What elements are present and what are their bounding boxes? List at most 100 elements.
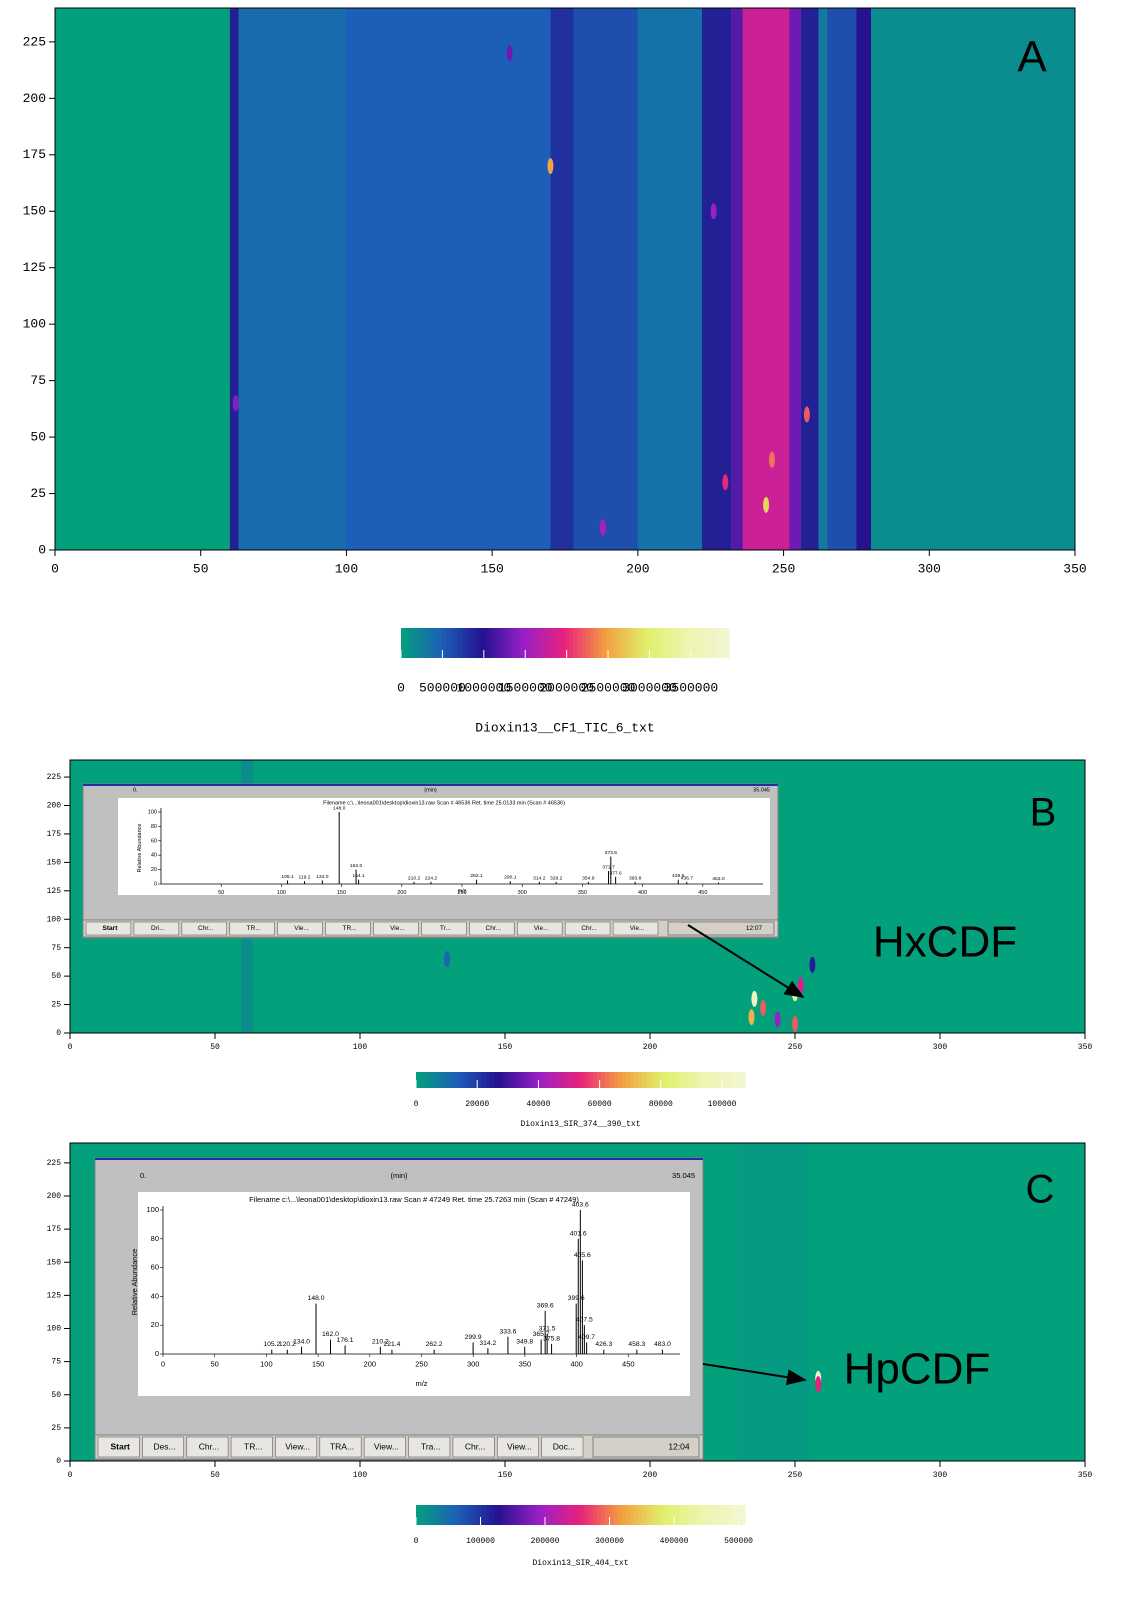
heat-spot xyxy=(506,45,513,62)
colorbar-tick-label: 2000000 xyxy=(539,680,594,695)
heat-spot xyxy=(797,977,804,994)
colorbar-swatch xyxy=(638,1505,643,1525)
x-tick-label: 100 xyxy=(335,561,358,576)
heat-band xyxy=(742,8,790,550)
colorbar-swatch xyxy=(514,1505,520,1525)
colorbar-swatch xyxy=(679,1072,684,1088)
colorbar-swatch xyxy=(543,1072,549,1088)
colorbar-tick-label: 0 xyxy=(397,680,405,695)
colorbar-swatch xyxy=(543,1505,549,1525)
taskbar-tray xyxy=(667,921,775,936)
peak-label: 333.6 xyxy=(499,1328,516,1335)
y-tick-label: 150 xyxy=(23,204,46,219)
inset-header: (min) xyxy=(424,787,437,793)
spectrum-x-tick-label: 350 xyxy=(578,890,587,896)
peak-label: 399.6 xyxy=(568,1295,585,1302)
y-tick-label: 100 xyxy=(23,317,46,332)
peak-label: 371.7 xyxy=(602,865,615,871)
heat-band xyxy=(346,8,551,550)
colorbar-tick-label: 0 xyxy=(414,1100,419,1109)
taskbar-button xyxy=(181,921,228,936)
taskbar-button xyxy=(612,921,659,936)
taskbar-button xyxy=(564,921,611,936)
spectrum-y-tick-label: 20 xyxy=(151,1320,159,1329)
colorbar-swatch xyxy=(478,628,484,658)
taskbar-button-label: TR... xyxy=(247,925,261,932)
inset-header: 35.045 xyxy=(753,787,770,793)
panel-label: B xyxy=(1030,791,1057,835)
colorbar-swatch xyxy=(511,628,517,658)
colorbar-swatch xyxy=(551,1505,557,1525)
colorbar-swatch xyxy=(589,628,595,658)
colorbar-swatch xyxy=(539,1505,544,1525)
colorbar-swatch xyxy=(474,628,480,658)
x-tick-label: 100 xyxy=(353,1471,368,1480)
colorbar-swatch xyxy=(679,1505,684,1525)
colorbar-swatch xyxy=(440,1505,446,1525)
peak-label: 221.4 xyxy=(383,1341,400,1348)
colorbar-swatch xyxy=(642,1072,647,1088)
y-tick-label: 75 xyxy=(30,373,46,388)
peak-label: 373.6 xyxy=(605,850,618,856)
taskbar-button-label: View... xyxy=(285,1441,310,1451)
colorbar-swatch xyxy=(424,1505,429,1525)
x-tick-label: 50 xyxy=(210,1471,220,1480)
spectrum-title: Filename c:\...\leona001\desktop\dioxin1… xyxy=(323,800,565,806)
heat-band xyxy=(827,8,857,550)
colorbar-swatch xyxy=(704,628,709,658)
colorbar-swatch xyxy=(695,1505,701,1525)
colorbar-swatch xyxy=(613,1072,619,1088)
spectrum-y-tick-label: 20 xyxy=(151,867,157,873)
colorbar-swatch xyxy=(695,1072,701,1088)
peak-label: 119.2 xyxy=(299,875,311,881)
y-tick-label: 25 xyxy=(30,486,46,501)
colorbar-swatch xyxy=(736,1072,742,1088)
colorbar-swatch xyxy=(416,1505,421,1525)
panel-label: A xyxy=(1017,33,1047,82)
colorbar-swatch xyxy=(522,1072,528,1088)
annotation: HpCDF xyxy=(844,1345,991,1394)
colorbar-swatch xyxy=(609,1072,614,1088)
colorbar-swatch xyxy=(655,628,660,658)
peak-label: 262.1 xyxy=(470,873,483,879)
colorbar-swatch xyxy=(524,628,529,658)
taskbar-button xyxy=(408,1436,451,1458)
peak-label: 463.0 xyxy=(712,876,725,882)
spectrum-x-tick-label: 0 xyxy=(161,1359,165,1368)
colorbar-swatch xyxy=(518,1505,524,1525)
colorbar-swatch xyxy=(667,628,673,658)
colorbar-swatch xyxy=(547,1072,553,1088)
peak-label: 290.1 xyxy=(504,875,517,881)
colorbar-swatch xyxy=(469,1505,475,1525)
x-tick-label: 150 xyxy=(498,1471,513,1480)
taskbar-button xyxy=(469,921,515,936)
y-tick-label: 75 xyxy=(51,1358,61,1367)
spectrum-y-tick-label: 60 xyxy=(151,838,157,844)
spectrum-y-tick-label: 0 xyxy=(154,881,157,887)
colorbar-tick-label: 100000 xyxy=(466,1537,495,1546)
colorbar-swatch xyxy=(556,628,562,658)
peak-label: 262.2 xyxy=(426,1341,443,1348)
colorbar-swatch xyxy=(633,1505,639,1525)
heat-band xyxy=(238,8,347,550)
arrow xyxy=(687,924,805,999)
spectrum-x-tick-label: 350 xyxy=(519,1359,532,1368)
colorbar-swatch xyxy=(444,1072,450,1088)
heat-band xyxy=(55,8,230,550)
colorbar-swatch xyxy=(580,1072,586,1088)
colorbar-swatch xyxy=(728,1505,734,1525)
colorbar-swatch xyxy=(555,1072,561,1088)
y-tick-label: 125 xyxy=(23,260,46,275)
colorbar-swatch xyxy=(531,1072,536,1088)
colorbar-swatch xyxy=(617,1072,623,1088)
colorbar-swatch xyxy=(712,1072,717,1088)
peak-label: 148.0 xyxy=(308,1295,325,1302)
colorbar-swatch xyxy=(473,1072,479,1088)
taskbar-button-label: Start xyxy=(103,925,119,932)
colorbar-swatch xyxy=(720,1072,725,1088)
colorbar-swatch xyxy=(630,628,636,658)
colorbar-swatch xyxy=(625,1505,631,1525)
heat-spot xyxy=(809,956,816,973)
peak-label: 314.2 xyxy=(533,875,546,881)
x-tick-label: 0 xyxy=(68,1043,73,1052)
